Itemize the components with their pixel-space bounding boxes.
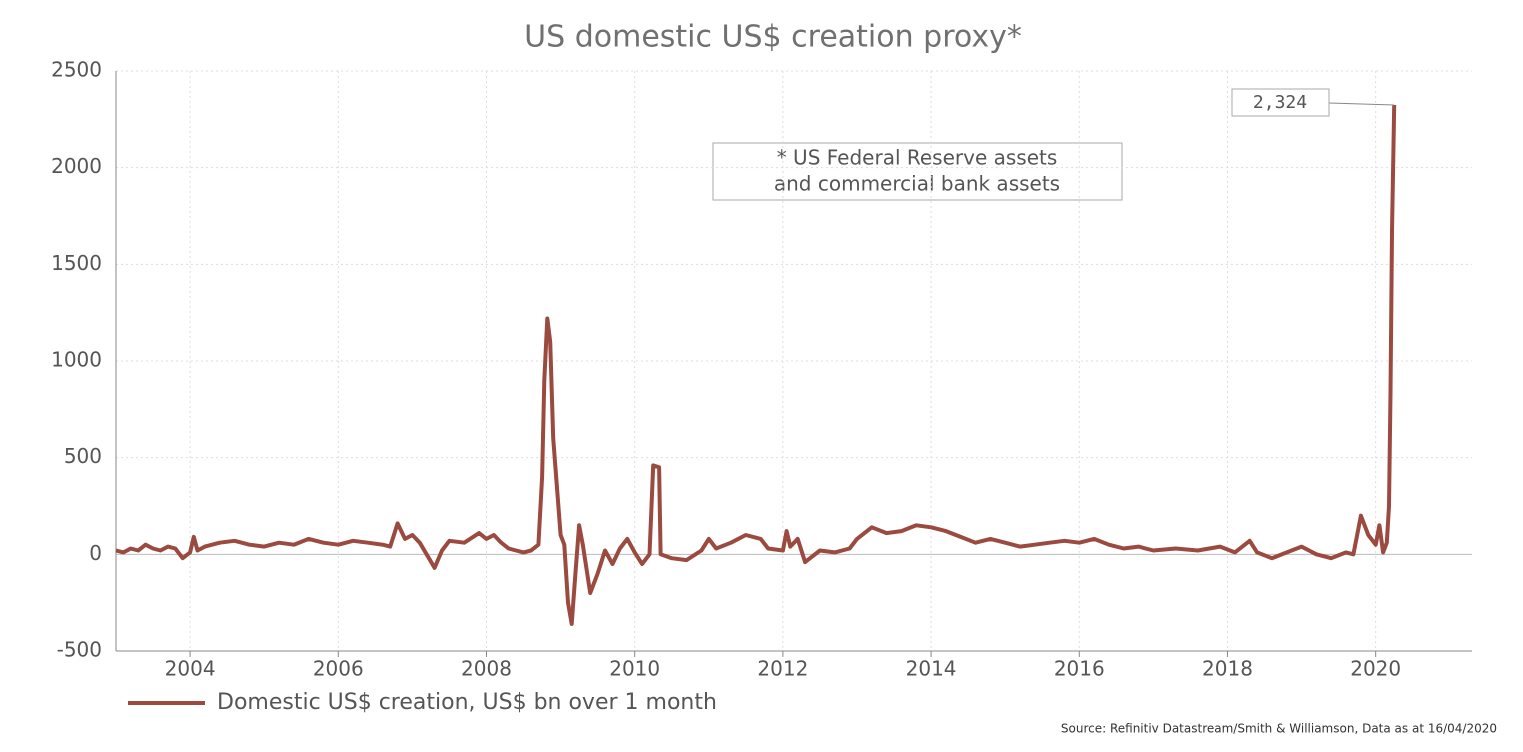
x-tick-label: 2004: [165, 657, 216, 681]
note-line: * US Federal Reserve assets: [777, 146, 1058, 170]
x-tick-label: 2016: [1054, 657, 1105, 681]
y-tick-label: 1000: [51, 348, 102, 372]
x-tick-label: 2010: [609, 657, 660, 681]
callout-line: [1328, 102, 1395, 106]
note-box: [712, 142, 1123, 201]
x-tick-label: 2018: [1202, 657, 1253, 681]
chart-title: US domestic US$ creation proxy*: [524, 20, 1022, 55]
x-tick-label: 2012: [757, 657, 808, 681]
y-tick-label: 2500: [51, 58, 102, 82]
legend-label: Domestic US$ creation, US$ bn over 1 mon…: [217, 690, 717, 715]
note-line: and commercial bank assets: [774, 172, 1060, 196]
value-label: 2,324: [1253, 92, 1307, 113]
y-tick-label: 1500: [51, 251, 102, 275]
y-tick-label: -500: [57, 638, 102, 662]
y-tick-label: 2000: [51, 154, 102, 178]
data-line: [115, 104, 1397, 626]
x-tick-label: 2008: [461, 657, 512, 681]
x-tick-label: 2020: [1350, 657, 1401, 681]
x-tick-label: 2014: [906, 657, 957, 681]
callout-box: [1231, 88, 1330, 117]
y-tick-label: 0: [89, 541, 102, 565]
y-tick-label: 500: [64, 444, 102, 468]
source: Source: Refinitiv Datastream/Smith & Wil…: [1061, 722, 1497, 736]
x-tick-label: 2006: [313, 657, 364, 681]
